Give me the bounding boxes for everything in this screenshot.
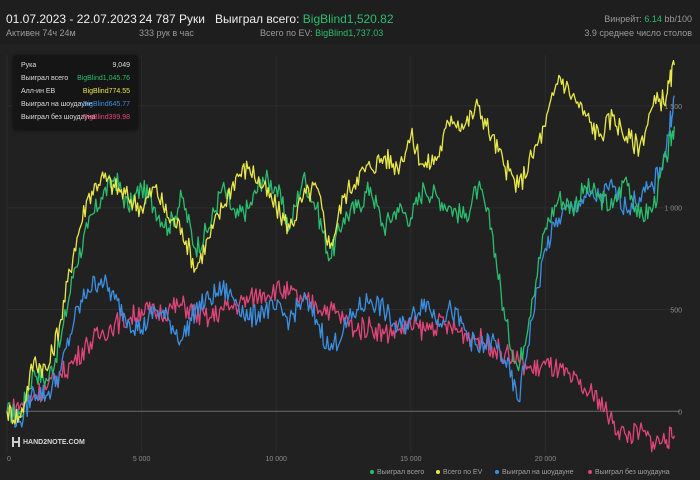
hands-per-hour: 333 рук в час (139, 28, 194, 38)
header: 01.07.2023 - 22.07.2023 Активен 74ч 24м … (0, 0, 700, 44)
avg-tables: 3.9 среднее число столов (584, 28, 692, 38)
hand2note-logo-icon (12, 437, 20, 447)
logo-text: HAND2NOTE.COM (23, 438, 85, 446)
series-line-0[interactable] (6, 126, 675, 423)
axis-ticks: 0 5 000 10 000 15 000 20 000 0 500 1 000 1 500 (7, 104, 682, 463)
active-time: Активен 74ч 24м (6, 28, 76, 38)
tooltip-value: BigBlind1,045.76 (77, 75, 130, 82)
x-tick-label: 20 000 (535, 456, 557, 463)
legend-label: Выиграл на шоудауне (502, 468, 574, 476)
winrate: Винрейт: 6.14 bb/100 (604, 14, 692, 24)
winrate-label: Винрейт: (604, 14, 642, 24)
legend-item-won-total[interactable]: Выиграл всего (370, 466, 424, 478)
winrate-value: 6.14 (644, 14, 662, 24)
series-lines (6, 59, 675, 453)
hands-count: 24 787 Руки (139, 12, 205, 26)
legend-dot-icon (495, 470, 499, 474)
y-tick-label: 0 (678, 409, 682, 416)
legend-dot-icon (436, 470, 440, 474)
x-tick-label: 15 000 (400, 456, 422, 463)
tooltip-value: 9,049 (112, 62, 130, 69)
tooltip-row-hand: Рука 9,049 (21, 62, 130, 74)
legend-item-showdown[interactable]: Выиграл на шоудауне (495, 466, 574, 478)
series-line-2[interactable] (6, 95, 675, 428)
legend-item-non-showdown[interactable]: Выиграл без шоудауна (588, 466, 670, 478)
tooltip-row-allin-ev: Алл-ин EB BigBlind774.55 (21, 88, 130, 100)
hand2note-logo: HAND2NOTE.COM (12, 435, 85, 449)
tooltip-label: Выиграл всего (21, 75, 69, 82)
legend-label: Выиграл всего (377, 468, 425, 476)
tooltip-row-showdown: Выиграл на шоудауне BigBlind645.77 (21, 101, 130, 113)
tooltip-value: BigBlind399.98 (82, 114, 130, 121)
hover-tooltip: Рука 9,049 Выиграл всего BigBlind1,045.7… (13, 55, 138, 129)
legend-label: Всего по EV (443, 468, 483, 476)
tooltip-value: BigBlind774.55 (82, 88, 130, 95)
legend-dot-icon (588, 470, 592, 474)
won-total-value: BigBlind1,520.82 (302, 12, 394, 26)
won-total: Выиграл всего: BigBlind1,520.82 (215, 12, 394, 26)
date-range[interactable]: 01.07.2023 - 22.07.2023 (6, 12, 137, 26)
legend-label: Выиграл без шоудауна (595, 468, 670, 476)
winrate-suffix: bb/100 (664, 14, 692, 24)
series-line-1[interactable] (6, 59, 675, 425)
y-tick-label: 1 500 (664, 104, 682, 111)
legend-dot-icon (370, 470, 374, 474)
won-total-label: Выиграл всего: (215, 12, 300, 26)
ev-total-value: BigBlind1,737.03 (315, 28, 384, 38)
y-tick-label: 500 (670, 307, 682, 314)
tooltip-row-won-total: Выиграл всего BigBlind1,045.76 (21, 75, 130, 87)
y-tick-label: 1 000 (664, 206, 682, 213)
tooltip-label: Алл-ин EB (21, 88, 56, 95)
ev-total-label: Всего по EV: (260, 28, 313, 38)
series-line-3[interactable] (6, 280, 675, 453)
tooltip-label: Выиграл на шоудауне (21, 101, 93, 108)
tooltip-label: Выиграл без шоудауна (21, 114, 96, 121)
x-tick-label: 0 (7, 456, 11, 463)
tooltip-row-non-showdown: Выиграл без шоудауна BigBlind399.98 (21, 114, 130, 126)
legend-item-ev[interactable]: Всего по EV (436, 466, 482, 478)
x-tick-label: 5 000 (133, 456, 151, 463)
x-tick-label: 10 000 (265, 456, 287, 463)
ev-total: Всего по EV: BigBlind1,737.03 (260, 28, 383, 38)
tooltip-value: BigBlind645.77 (82, 101, 130, 108)
tooltip-label: Рука (21, 62, 37, 69)
